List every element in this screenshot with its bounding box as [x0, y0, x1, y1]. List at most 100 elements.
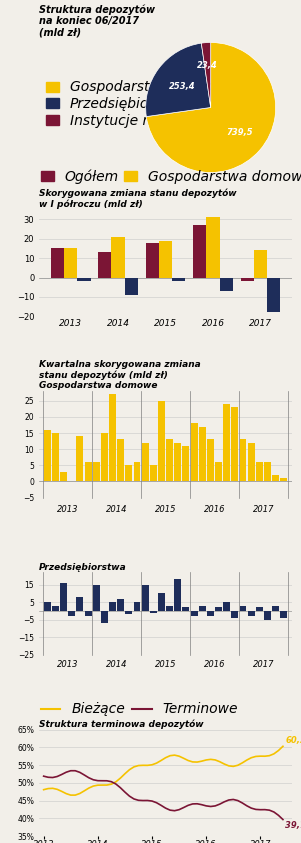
- Bar: [223, 404, 230, 481]
- Text: 2013: 2013: [57, 505, 79, 513]
- Text: Kwartalna skorygowana zmiana
stanu depozytów (mld zł)
Gospodarstwa domowe: Kwartalna skorygowana zmiana stanu depoz…: [39, 360, 201, 390]
- Bar: [256, 462, 263, 481]
- Bar: [223, 602, 230, 611]
- Legend: Gospodarstwa domowe, Przedsiębiorstwa, Instytucje niekomercyjne: Gospodarstwa domowe, Przedsiębiorstwa, I…: [46, 80, 244, 128]
- Bar: [51, 249, 64, 277]
- Bar: [280, 478, 287, 481]
- Bar: [220, 277, 233, 291]
- Bar: [174, 579, 181, 611]
- Bar: [272, 606, 279, 611]
- Text: 253,4: 253,4: [169, 82, 195, 90]
- Bar: [240, 439, 247, 481]
- Bar: [206, 217, 220, 277]
- Bar: [134, 602, 141, 611]
- Bar: [52, 606, 59, 611]
- Text: 2015: 2015: [155, 505, 176, 513]
- Text: 2017: 2017: [253, 505, 274, 513]
- Bar: [60, 583, 67, 611]
- Bar: [166, 439, 173, 481]
- Text: 60,3%: 60,3%: [285, 736, 301, 745]
- Bar: [101, 611, 108, 623]
- Bar: [76, 597, 83, 611]
- Text: Przedsiębiorstwa: Przedsiębiorstwa: [39, 562, 127, 572]
- Bar: [215, 608, 222, 611]
- Text: 2014: 2014: [106, 505, 127, 513]
- Bar: [64, 249, 77, 277]
- Text: Skorygowana zmiana stanu depozytów
w I półroczu (mld zł): Skorygowana zmiana stanu depozytów w I p…: [39, 188, 237, 209]
- Bar: [44, 602, 51, 611]
- Bar: [158, 400, 165, 481]
- Bar: [267, 277, 281, 313]
- Bar: [172, 277, 185, 282]
- Bar: [68, 611, 75, 616]
- Bar: [109, 395, 116, 481]
- Bar: [126, 465, 132, 481]
- Bar: [240, 606, 247, 611]
- Bar: [193, 225, 206, 277]
- Bar: [77, 277, 91, 282]
- Bar: [240, 277, 254, 282]
- Bar: [264, 462, 271, 481]
- Bar: [134, 462, 141, 481]
- Wedge shape: [146, 43, 211, 116]
- Bar: [199, 427, 206, 481]
- Bar: [150, 611, 157, 613]
- Bar: [93, 462, 100, 481]
- Bar: [93, 585, 100, 611]
- Bar: [256, 608, 263, 611]
- Bar: [125, 277, 138, 295]
- Bar: [52, 433, 59, 481]
- Bar: [264, 611, 271, 620]
- Bar: [85, 611, 92, 616]
- Text: 23,4: 23,4: [197, 61, 218, 70]
- Text: 39,7%: 39,7%: [285, 820, 301, 830]
- Bar: [76, 436, 83, 481]
- Wedge shape: [146, 42, 276, 173]
- Bar: [60, 472, 67, 481]
- Bar: [142, 443, 149, 481]
- Bar: [174, 443, 181, 481]
- Bar: [166, 606, 173, 611]
- Wedge shape: [201, 42, 211, 108]
- Bar: [248, 443, 255, 481]
- Bar: [101, 433, 108, 481]
- Legend: Bieżące, Terminowe: Bieżące, Terminowe: [41, 702, 238, 717]
- Bar: [126, 611, 132, 615]
- Text: 2015: 2015: [155, 660, 176, 668]
- Text: 739,5: 739,5: [226, 127, 253, 137]
- Bar: [231, 407, 238, 481]
- Bar: [248, 611, 255, 616]
- Bar: [280, 611, 287, 618]
- Bar: [254, 250, 267, 277]
- Bar: [109, 602, 116, 611]
- Bar: [111, 237, 125, 277]
- Bar: [199, 606, 206, 611]
- Text: Struktura depozytów
na koniec 06/2017
(mld zł): Struktura depozytów na koniec 06/2017 (m…: [39, 4, 155, 38]
- Bar: [158, 593, 165, 611]
- Bar: [207, 439, 214, 481]
- Bar: [191, 611, 197, 616]
- Bar: [117, 599, 124, 611]
- Bar: [142, 585, 149, 611]
- Bar: [159, 240, 172, 277]
- Bar: [150, 465, 157, 481]
- Bar: [98, 252, 111, 277]
- Bar: [182, 446, 189, 481]
- Bar: [182, 608, 189, 611]
- Text: 2016: 2016: [204, 505, 225, 513]
- Text: 2016: 2016: [204, 660, 225, 668]
- Bar: [215, 462, 222, 481]
- Text: Struktura terminowa depozytów: Struktura terminowa depozytów: [39, 719, 204, 729]
- Bar: [44, 430, 51, 481]
- Bar: [191, 423, 197, 481]
- Text: 2017: 2017: [253, 660, 274, 668]
- Legend: Ogółem, Gospodarstwa domowe, Przedsiębiorstwa: Ogółem, Gospodarstwa domowe, Przedsiębio…: [41, 169, 301, 184]
- Bar: [207, 611, 214, 616]
- Bar: [272, 475, 279, 481]
- Bar: [117, 439, 124, 481]
- Bar: [231, 611, 238, 618]
- Text: 2014: 2014: [106, 660, 127, 668]
- Bar: [146, 243, 159, 277]
- Bar: [85, 462, 92, 481]
- Text: 2013: 2013: [57, 660, 79, 668]
